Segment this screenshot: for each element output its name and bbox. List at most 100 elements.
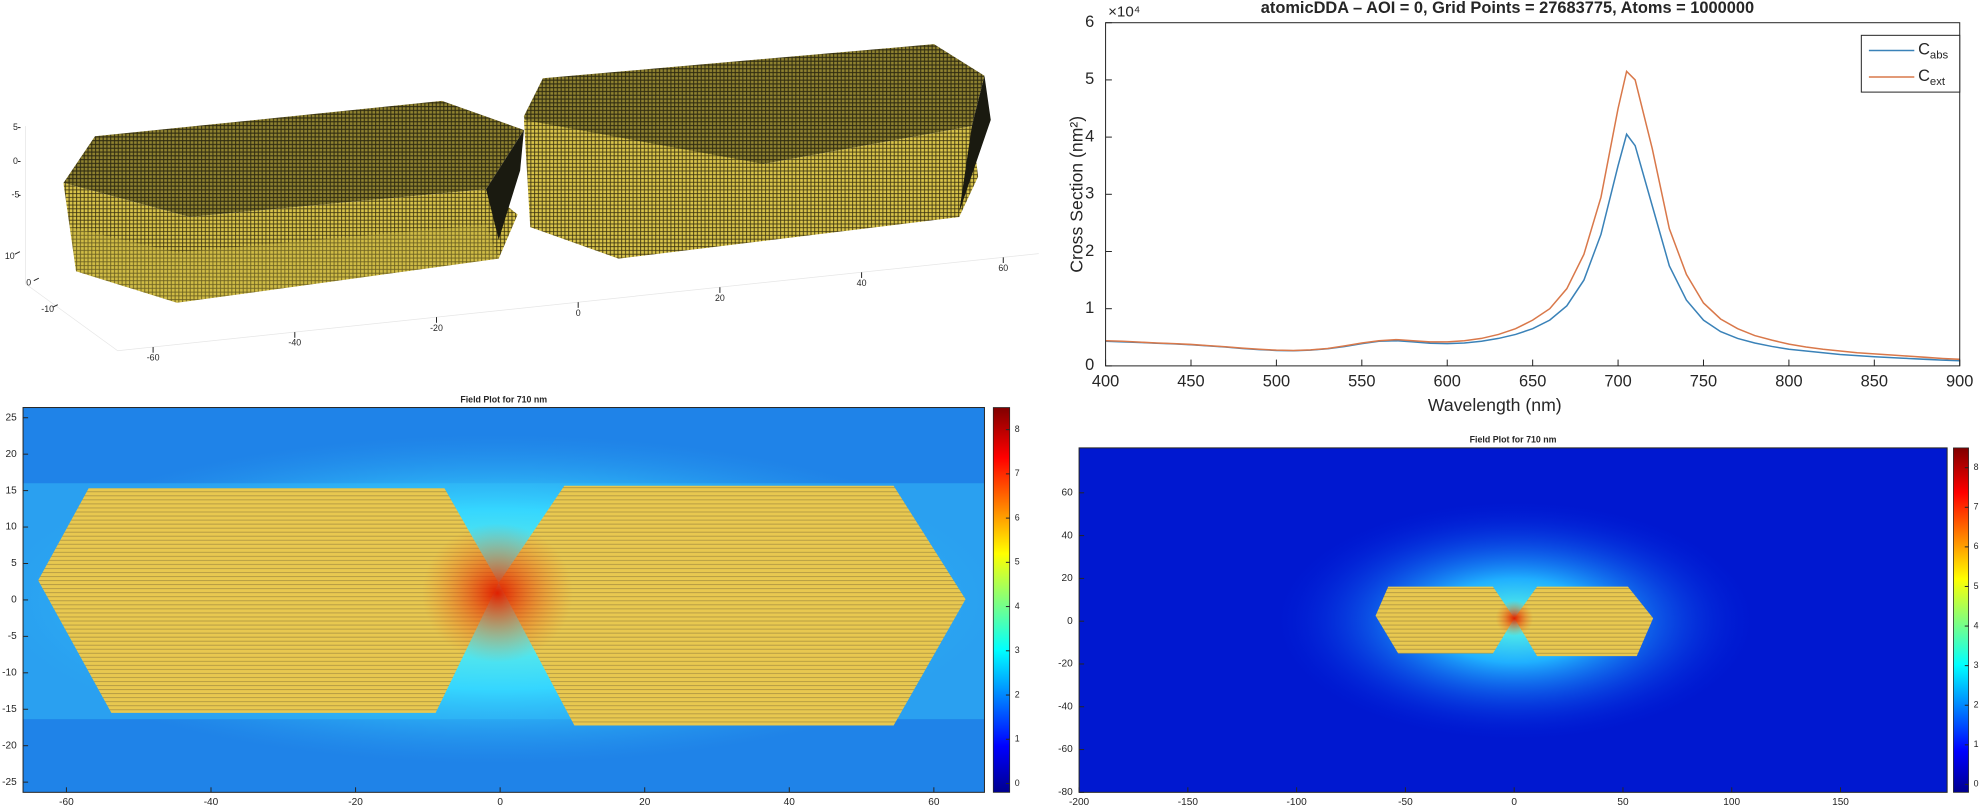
tick-mark xyxy=(33,277,40,282)
x-tick-label: 60 xyxy=(928,797,940,808)
x-tick-label: 450 xyxy=(1177,373,1204,391)
particles-3d xyxy=(25,44,1039,352)
colorbar xyxy=(1953,447,1969,793)
y-tick-label: 10 xyxy=(6,522,18,533)
y-tick-label: 6 xyxy=(1085,13,1094,31)
colorbar-tick-label: 2 xyxy=(1015,689,1020,699)
x-tick-label: -60 xyxy=(147,353,160,363)
x-tick-label: 900 xyxy=(1946,373,1973,391)
colorbar-tick-label: 1 xyxy=(1974,739,1979,749)
x-axis-label: Wavelength (nm) xyxy=(1428,395,1562,415)
x-tick-label: 400 xyxy=(1092,373,1119,391)
y-tick-label: 0 xyxy=(26,278,31,288)
x-tick-label: 800 xyxy=(1775,373,1802,391)
x-tick-label: -200 xyxy=(1069,797,1090,808)
colorbar-tick-label: 3 xyxy=(1015,645,1020,655)
x-tick-label: 600 xyxy=(1434,373,1461,391)
legend-label: Cabs xyxy=(1918,41,1948,62)
x-tick-label: -40 xyxy=(288,338,301,348)
y-tick-label: -60 xyxy=(1058,744,1073,755)
y-tick-label: -25 xyxy=(2,777,17,788)
y-tick-label: 2 xyxy=(1085,242,1094,260)
x-tick-label: 40 xyxy=(857,278,867,288)
x-tick-label: -100 xyxy=(1287,797,1308,808)
x-tick-label: 60 xyxy=(998,263,1008,273)
x-tick-label: 550 xyxy=(1348,373,1375,391)
y-tick-label: -10 xyxy=(41,304,54,314)
y-tick-label: 25 xyxy=(6,412,18,423)
x-tick-label: 50 xyxy=(1617,797,1629,808)
tick-mark xyxy=(52,304,58,308)
plot-area xyxy=(1105,22,1960,366)
x-tick-label: 20 xyxy=(715,293,725,303)
x-tick-label: 850 xyxy=(1861,373,1888,391)
field-image xyxy=(23,407,985,793)
y-axis-label: Cross Section (nm²) xyxy=(1066,116,1086,273)
y-tick-label: -40 xyxy=(1058,701,1073,712)
x-tick-label: -60 xyxy=(59,797,74,808)
y-tick-label: 4 xyxy=(1085,127,1094,145)
y-tick-label: 5 xyxy=(1085,70,1094,88)
colorbar-tick-label: 7 xyxy=(1974,502,1979,512)
y-tick-label: 1 xyxy=(1085,299,1094,317)
y-tick-label: 10 xyxy=(5,251,15,261)
legend-label: Cext xyxy=(1918,67,1946,88)
colorbar-tick-label: 6 xyxy=(1974,541,1979,551)
colorbar-tick-label: 1 xyxy=(1015,734,1020,744)
colorbar-tick-label: 0 xyxy=(1015,778,1020,788)
x-tick-label: 150 xyxy=(1832,797,1849,808)
y-tick-label: -10 xyxy=(2,667,17,678)
chart-title: Field Plot for 710 nm xyxy=(1470,435,1557,445)
x-tick-label: -150 xyxy=(1178,797,1199,808)
x-tick-label: -20 xyxy=(348,797,363,808)
x-tick-label: 0 xyxy=(1511,797,1517,808)
x-tick-label: 0 xyxy=(576,308,581,318)
colorbar-tick-label: 5 xyxy=(1015,557,1020,567)
x-tick-label: 40 xyxy=(784,797,796,808)
y-tick-label: -5 xyxy=(8,631,17,642)
y-tick-label: 0 xyxy=(1085,356,1094,374)
y-tick-label: 20 xyxy=(1062,573,1074,584)
chart-title: atomicDDA – AOI = 0, Grid Points = 27683… xyxy=(1261,0,1754,17)
legend-box xyxy=(1860,34,1961,93)
x-tick-label: -50 xyxy=(1398,797,1413,808)
y-tick-label: -20 xyxy=(2,740,17,751)
y-tick-label: -80 xyxy=(1058,787,1073,798)
z-tick-label: 0 xyxy=(13,156,18,166)
x-tick-label: 750 xyxy=(1690,373,1717,391)
y-tick-label: 15 xyxy=(6,485,18,496)
x-tick-label: -20 xyxy=(430,323,443,333)
y-exponent: ×10⁴ xyxy=(1108,4,1140,21)
series-line xyxy=(1105,69,1960,361)
colorbar-tick-label: 5 xyxy=(1974,581,1979,591)
y-tick-label: -20 xyxy=(1058,659,1073,670)
x-tick-label: 700 xyxy=(1604,373,1631,391)
colorbar-tick-label: 3 xyxy=(1974,660,1979,670)
x-tick-label: 650 xyxy=(1519,373,1546,391)
chart-title: Field Plot for 710 nm xyxy=(460,394,547,404)
z-tick-label: -5 xyxy=(12,190,20,200)
y-tick-label: 0 xyxy=(11,595,17,606)
y-tick-label: 5 xyxy=(11,558,17,569)
colorbar xyxy=(992,407,1011,793)
colorbar-tick-label: 2 xyxy=(1974,700,1979,710)
colorbar-tick-label: 4 xyxy=(1015,601,1020,611)
y-tick-label: 40 xyxy=(1062,530,1074,541)
colorbar-tick-label: 0 xyxy=(1974,779,1979,789)
z-tick-label: 5 xyxy=(13,122,18,132)
x-tick-label: 20 xyxy=(639,797,651,808)
colorbar-tick-label: 8 xyxy=(1015,424,1020,434)
colorbar-tick-label: 8 xyxy=(1974,462,1979,472)
x-tick-label: -40 xyxy=(204,797,219,808)
colorbar-tick-label: 7 xyxy=(1015,468,1020,478)
x-tick-label: 0 xyxy=(497,797,503,808)
axes-box xyxy=(1078,447,1948,793)
y-tick-label: 60 xyxy=(1062,487,1074,498)
y-tick-label: 20 xyxy=(6,449,18,460)
field-image xyxy=(1079,447,1948,793)
y-tick-label: -15 xyxy=(2,704,17,715)
x-tick-label: 100 xyxy=(1723,797,1740,808)
y-tick-label: 0 xyxy=(1067,616,1073,627)
